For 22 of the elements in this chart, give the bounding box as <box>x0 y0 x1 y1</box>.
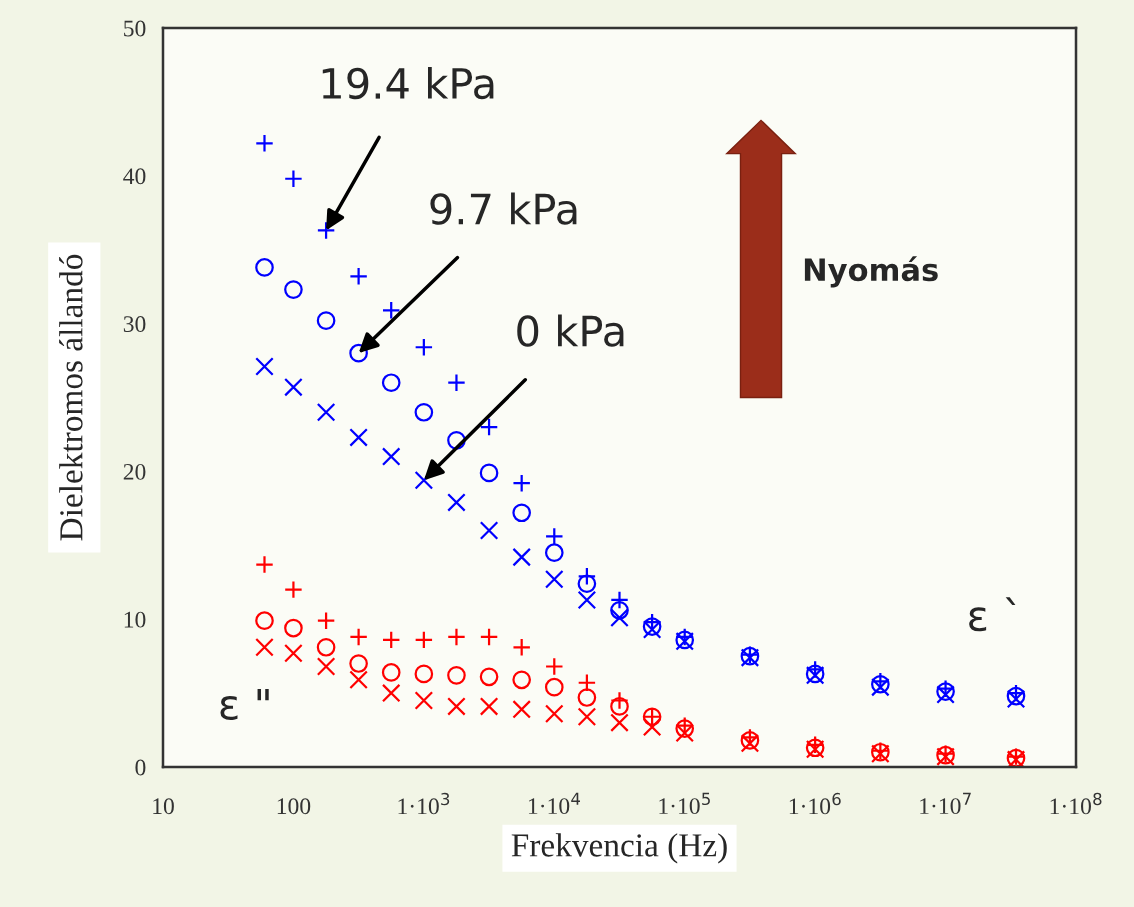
annotation: 19.4 kPa <box>322 66 494 100</box>
annotation: ε ` <box>969 597 1016 632</box>
y-tick-label: 10 <box>124 611 146 628</box>
x-tick-label: 1·10$^{5}$ <box>659 792 710 815</box>
y-tick-label: 30 <box>123 316 146 333</box>
x-tick-label: 1·10$^{7}$ <box>920 792 971 815</box>
x-tick-label: 1·10$^{4}$ <box>528 792 580 815</box>
y-axis-title: Dielektromos állandó <box>59 254 83 541</box>
annotation: 9.7 kPa <box>430 192 577 225</box>
annotation: 0 kPa <box>517 314 624 347</box>
x-tick-label: 100 <box>277 798 311 815</box>
y-tick-label: 50 <box>124 20 146 37</box>
y-tick-label: 40 <box>123 168 146 185</box>
x-tick-label: 1·10$^{8}$ <box>1050 792 1102 815</box>
x-tick-label: 1·10$^{3}$ <box>398 792 450 815</box>
annotation: ε " <box>220 689 269 720</box>
x-axis-title: Frekvencia (Hz) <box>511 833 727 864</box>
annotation: Nyomás <box>804 256 938 288</box>
y-tick-label: 0 <box>135 759 146 776</box>
x-tick-label: 1·10$^{6}$ <box>789 792 841 815</box>
x-tick-label: 10 <box>153 798 174 815</box>
y-tick-label: 20 <box>123 463 146 480</box>
